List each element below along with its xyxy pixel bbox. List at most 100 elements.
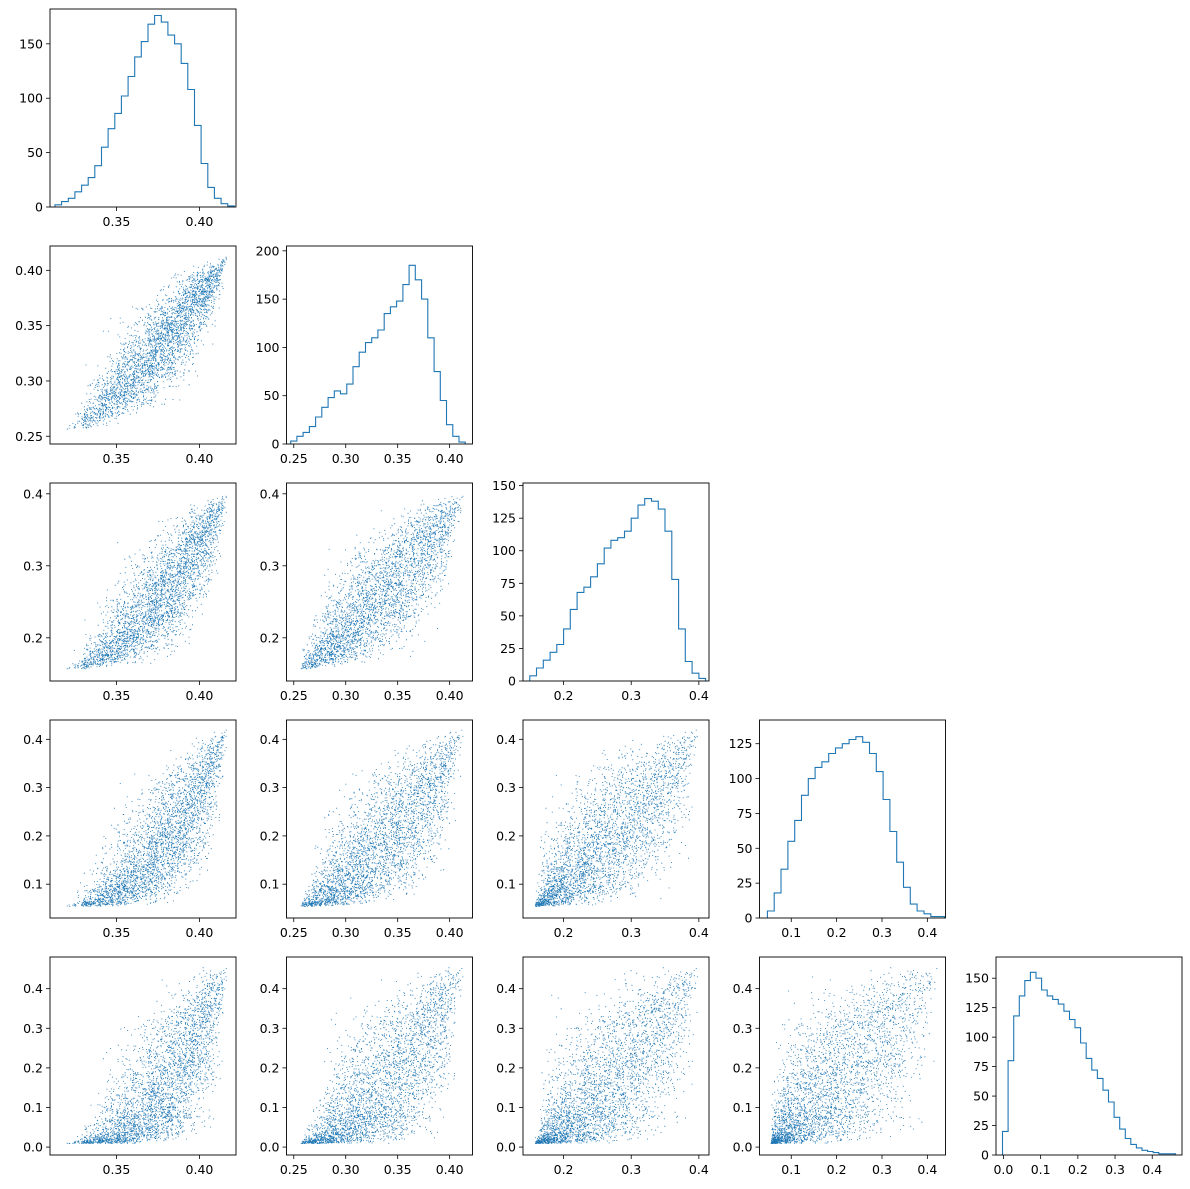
histogram-step: [529, 498, 707, 681]
ytick-label: 150: [256, 292, 280, 307]
ytick-label: 0.4: [23, 981, 43, 996]
xtick-label: 0.35: [384, 451, 412, 466]
ytick-label: 25: [973, 1118, 989, 1133]
ytick-label: 0: [272, 437, 280, 452]
xtick-label: 0.35: [103, 925, 131, 940]
xtick-label: 0.25: [280, 688, 308, 703]
scatter-points: [770, 967, 938, 1144]
ytick-label: 0.3: [733, 1021, 753, 1036]
ytick-label: 0.4: [260, 981, 280, 996]
ytick-label: 0.0: [23, 1140, 43, 1155]
xtick-label: 0.40: [436, 1162, 464, 1177]
ytick-label: 125: [729, 736, 753, 751]
xtick-label: 0.4: [689, 925, 709, 940]
xtick-label: 0.4: [917, 925, 937, 940]
ytick-label: 0.2: [496, 1060, 516, 1075]
ytick-label: 0.2: [733, 1060, 753, 1075]
ytick-label: 0.0: [260, 1140, 280, 1155]
xtick-label: 0.40: [186, 925, 214, 940]
axes-frame: [522, 719, 710, 919]
axes-frame: [286, 719, 473, 919]
xtick-label: 0.3: [621, 925, 641, 940]
axes-frame: [49, 482, 237, 682]
ytick-label: 0.3: [496, 780, 516, 795]
ytick-label: 150: [965, 971, 989, 986]
ytick-label: 0.3: [23, 780, 43, 795]
axes-frame: [995, 956, 1183, 1156]
panel-3-2: 0.1 0.2 0.3 0.4 0.2 0.3 0.4: [496, 719, 710, 940]
ytick-label: 150: [492, 478, 516, 493]
ytick-label: 0.4: [496, 981, 516, 996]
xtick-label: 0.2: [827, 925, 847, 940]
axes-frame: [759, 719, 946, 919]
axes-frame: [759, 956, 946, 1156]
xtick-label: 0.25: [280, 1162, 308, 1177]
ytick-label: 0.1: [733, 1100, 753, 1115]
panel-4-0: 0.0 0.1 0.2 0.3 0.4 0.35 0.40: [23, 956, 237, 1177]
xtick-label: 0.2: [554, 1162, 574, 1177]
panel-2-1: 0.2 0.3 0.4 0.25 0.30 0.35 0.40: [260, 482, 473, 703]
ytick-label: 0.1: [23, 1100, 43, 1115]
xtick-label: 0.4: [689, 688, 709, 703]
ytick-label: 50: [27, 145, 43, 160]
ytick-label: 0.3: [23, 1021, 43, 1036]
ytick-label: 50: [264, 388, 280, 403]
ytick-label: 0.1: [260, 877, 280, 892]
ytick-label: 0.2: [260, 828, 280, 843]
scatter-points: [300, 495, 464, 670]
ytick-label: 0.4: [260, 732, 280, 747]
axes-frame: [286, 482, 473, 682]
xtick-label: 0.40: [186, 214, 214, 229]
scatter-markers: [534, 729, 698, 907]
xtick-label: 0.3: [872, 1162, 892, 1177]
scatter-points: [66, 967, 227, 1144]
ytick-label: 50: [737, 841, 753, 856]
xtick-label: 0.35: [384, 1162, 412, 1177]
ytick-label: 0: [981, 1148, 989, 1163]
ytick-label: 0.1: [23, 877, 43, 892]
panel-3-1: 0.1 0.2 0.3 0.4 0.25 0.30 0.35 0.40: [260, 719, 473, 940]
ytick-label: 0.3: [23, 558, 43, 573]
ytick-label: 0.3: [260, 780, 280, 795]
axes-frame: [49, 719, 237, 919]
ytick-label: 0.2: [23, 1060, 43, 1075]
xtick-label: 0.40: [436, 451, 464, 466]
xtick-label: 0.35: [384, 925, 412, 940]
scatter-points: [66, 256, 227, 430]
ytick-label: 25: [737, 876, 753, 891]
ytick-label: 0.1: [496, 877, 516, 892]
ytick-label: 100: [492, 543, 516, 558]
panel-4-4: 0 25 50 75 100 125 150 0.0 0.1 0.2 0.3 0.4: [965, 956, 1183, 1177]
ytick-label: 0.2: [23, 630, 43, 645]
ytick-label: 0.3: [260, 558, 280, 573]
panel-2-2: 0 25 50 75 100 125 150 0.2 0.3 0.4: [492, 478, 710, 703]
panel-4-2: 0.0 0.1 0.2 0.3 0.4 0.2 0.3 0.4: [496, 956, 710, 1177]
scatter-markers: [300, 967, 464, 1144]
xtick-label: 0.35: [103, 214, 131, 229]
xtick-label: 0.40: [436, 688, 464, 703]
scatter-markers: [534, 967, 698, 1144]
xtick-label: 0.3: [872, 925, 892, 940]
ytick-label: 0: [508, 674, 516, 689]
axes-frame: [522, 956, 710, 1156]
xtick-label: 0.2: [554, 925, 574, 940]
xtick-label: 0.35: [384, 688, 412, 703]
ytick-label: 200: [256, 243, 280, 258]
histogram-step: [1001, 971, 1177, 1155]
ytick-label: 100: [256, 340, 280, 355]
xtick-label: 0.1: [781, 1162, 801, 1177]
axes-frame: [49, 956, 237, 1156]
ytick-label: 0.2: [496, 828, 516, 843]
ytick-label: 0.3: [496, 1021, 516, 1036]
panel-3-0: 0.1 0.2 0.3 0.4 0.35 0.40: [23, 719, 237, 940]
ytick-label: 100: [965, 1030, 989, 1045]
ytick-label: 100: [19, 91, 43, 106]
axes-frame: [49, 8, 237, 208]
ytick-label: 75: [973, 1059, 989, 1074]
ytick-label: 0.2: [260, 630, 280, 645]
scatter-markers: [770, 967, 938, 1144]
xtick-label: 0.40: [186, 1162, 214, 1177]
ytick-label: 0.3: [260, 1021, 280, 1036]
ytick-label: 125: [965, 1000, 989, 1015]
xtick-label: 0.40: [436, 925, 464, 940]
